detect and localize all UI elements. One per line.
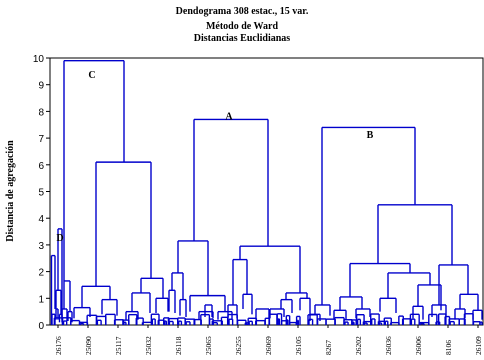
x-tick-label: 26202: [354, 336, 363, 355]
chart-titles: Dendograma 308 estac., 15 var. Método de…: [0, 6, 484, 45]
y-tick-label: 1: [38, 294, 44, 305]
x-tick-label: 26105: [294, 336, 303, 355]
cluster-label-a: A: [225, 111, 233, 122]
y-tick-label: 6: [38, 161, 44, 172]
x-tick-label: 8106: [444, 340, 453, 355]
x-tick-label: 26036: [384, 336, 393, 355]
y-tick-label: 3: [38, 241, 44, 252]
x-tick-label: 25090: [84, 336, 93, 355]
x-tick-label: 26006: [414, 336, 423, 355]
y-tick-label: 5: [38, 188, 44, 199]
y-tick-label: 2: [38, 268, 44, 279]
axes: [46, 57, 484, 328]
cluster-label-c: C: [88, 70, 95, 81]
y-tick-label: 7: [38, 134, 44, 145]
x-tick-label: 26118: [174, 336, 183, 355]
y-tick-label: 8: [38, 107, 44, 118]
labels: 0 1 2 3 4 5 6 7 8 9 10 26176 25090 25117 25032 26118 250…: [33, 54, 483, 355]
y-tick-label: 0: [38, 321, 44, 332]
x-tick-label: 26109: [474, 336, 483, 355]
chart-title: Dendograma 308 estac., 15 var.: [175, 6, 309, 17]
y-tick-label: 4: [38, 214, 44, 225]
x-tick-label: 25065: [204, 336, 213, 355]
cluster-label-b: B: [367, 130, 374, 141]
chart-subtitle-distance: Distancias Euclidianas: [193, 33, 291, 44]
x-tick-label: 26069: [264, 336, 273, 355]
y-tick-label: 9: [38, 81, 44, 92]
x-tick-label: 25032: [144, 336, 153, 355]
x-tick-label: 26176: [54, 336, 63, 355]
x-tick-label: 26255: [234, 336, 243, 355]
chart-subtitle-method: Método de Ward: [205, 21, 279, 32]
x-tick-label: 8267: [324, 340, 333, 355]
x-tick-label: 25117: [114, 336, 123, 355]
y-tick-label: 10: [33, 54, 45, 65]
cluster-label-d: D: [56, 233, 63, 244]
dendrogram-tree: [50, 59, 483, 325]
